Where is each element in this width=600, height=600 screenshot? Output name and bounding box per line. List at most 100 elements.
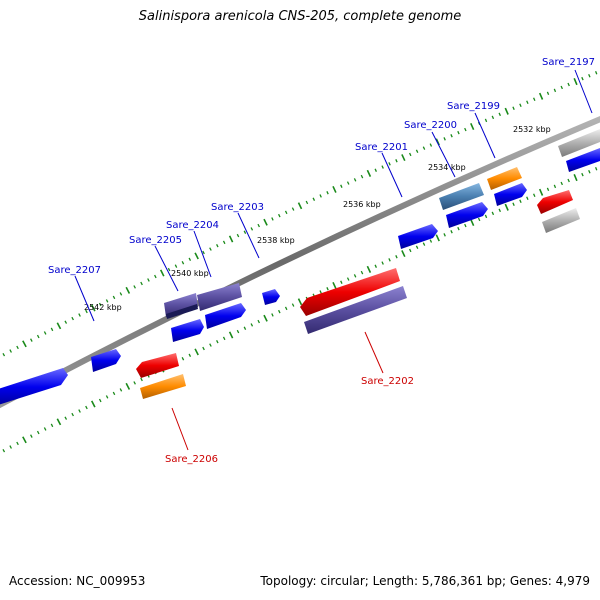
minor-tick [30, 434, 33, 438]
gene-arrow[interactable] [300, 268, 400, 316]
minor-tick [202, 346, 205, 351]
leader-line [193, 230, 212, 278]
gene-box[interactable] [439, 183, 484, 210]
minor-tick [64, 416, 68, 420]
minor-tick [50, 423, 54, 428]
minor-tick [250, 227, 254, 231]
gene-label-sare-2197[interactable]: Sare_2197 [542, 57, 595, 68]
major-tick [573, 173, 578, 182]
minor-tick [381, 261, 384, 265]
major-tick [297, 298, 303, 306]
gene-arrow[interactable] [0, 368, 68, 406]
gene-arrow[interactable] [136, 353, 179, 378]
minor-tick [236, 233, 240, 238]
gene-box[interactable] [140, 374, 186, 399]
gene-label-sare-2203[interactable]: Sare_2203 [211, 202, 264, 213]
gene-label-sare-2201[interactable]: Sare_2201 [355, 142, 408, 153]
minor-tick [491, 115, 495, 120]
minor-tick [71, 412, 74, 417]
major-tick [538, 188, 544, 196]
gene-label-sare-2199[interactable]: Sare_2199 [447, 101, 500, 112]
minor-tick [353, 274, 357, 278]
minor-tick [278, 213, 281, 218]
gene-label-sare-2205[interactable]: Sare_2205 [129, 235, 182, 246]
gene-label-sare-2206[interactable]: Sare_2206 [165, 454, 218, 465]
minor-tick [457, 130, 460, 135]
minor-tick [140, 281, 143, 286]
minor-tick [243, 326, 247, 330]
minor-tick [188, 353, 192, 357]
gene-arrow[interactable] [171, 319, 204, 342]
gene-box[interactable] [304, 286, 407, 334]
gene-box[interactable] [558, 129, 600, 157]
minor-tick [422, 242, 426, 246]
gene-arrow[interactable] [398, 224, 438, 249]
minor-tick [16, 441, 19, 446]
minor-tick [553, 184, 557, 189]
minor-tick [9, 349, 12, 353]
minor-tick [450, 230, 453, 234]
minor-tick [105, 395, 109, 399]
minor-tick [346, 181, 350, 185]
minor-tick [119, 388, 123, 392]
minor-tick [594, 167, 598, 171]
gene-arrow[interactable] [262, 289, 280, 305]
leader-line [431, 131, 456, 178]
tick-label-2542: 2542 kbp [84, 303, 122, 312]
major-tick [401, 250, 406, 258]
minor-tick [588, 169, 591, 174]
minor-tick [415, 149, 419, 153]
minor-tick [43, 331, 47, 335]
gene-box[interactable] [166, 304, 198, 319]
minor-tick [457, 226, 460, 231]
minor-tick [519, 199, 522, 204]
tick-label-2538: 2538 kbp [257, 236, 295, 245]
gene-arrow[interactable] [537, 190, 573, 214]
gene-arrow[interactable] [91, 349, 121, 372]
minor-tick [257, 223, 260, 228]
gene-arrow[interactable] [205, 303, 246, 329]
minor-tick [85, 405, 88, 410]
gene-box[interactable] [542, 208, 580, 233]
major-tick [263, 314, 268, 322]
gene-label-sare-2202[interactable]: Sare_2202 [361, 376, 414, 387]
major-tick [194, 348, 199, 356]
major-tick [435, 138, 440, 146]
minor-tick [174, 264, 178, 268]
gene-label-sare-2200[interactable]: Sare_2200 [404, 120, 457, 131]
minor-tick [50, 327, 54, 332]
major-tick [297, 202, 303, 210]
gene-arrow[interactable] [446, 202, 488, 228]
minor-tick [36, 430, 40, 435]
minor-tick [374, 264, 377, 268]
leader-line [171, 407, 189, 451]
minor-tick [560, 181, 563, 186]
leader-line [237, 212, 260, 259]
gene-box[interactable] [164, 293, 198, 317]
major-tick [332, 185, 337, 193]
minor-tick [78, 409, 81, 413]
minor-tick [271, 217, 274, 221]
minor-tick [250, 323, 254, 327]
gene-label-sare-2204[interactable]: Sare_2204 [166, 220, 219, 231]
gene-box[interactable] [487, 167, 522, 190]
tick-label-2536: 2536 kbp [343, 200, 381, 209]
minor-tick [181, 261, 185, 265]
gene-arrow[interactable] [494, 183, 527, 206]
reverse-genes [136, 190, 580, 399]
minor-tick [360, 174, 364, 179]
gene-arrow[interactable] [566, 148, 600, 172]
minor-tick [381, 165, 384, 169]
minor-tick [464, 223, 467, 228]
major-tick [228, 331, 234, 339]
gene-box[interactable] [197, 283, 242, 311]
minor-tick [202, 250, 205, 255]
minor-tick [326, 287, 329, 291]
major-tick [159, 269, 165, 277]
minor-tick [560, 85, 563, 90]
minor-tick [374, 168, 377, 172]
tick-track-lower [2, 167, 598, 453]
gene-label-sare-2207[interactable]: Sare_2207 [48, 265, 101, 276]
leader-line [574, 69, 593, 114]
